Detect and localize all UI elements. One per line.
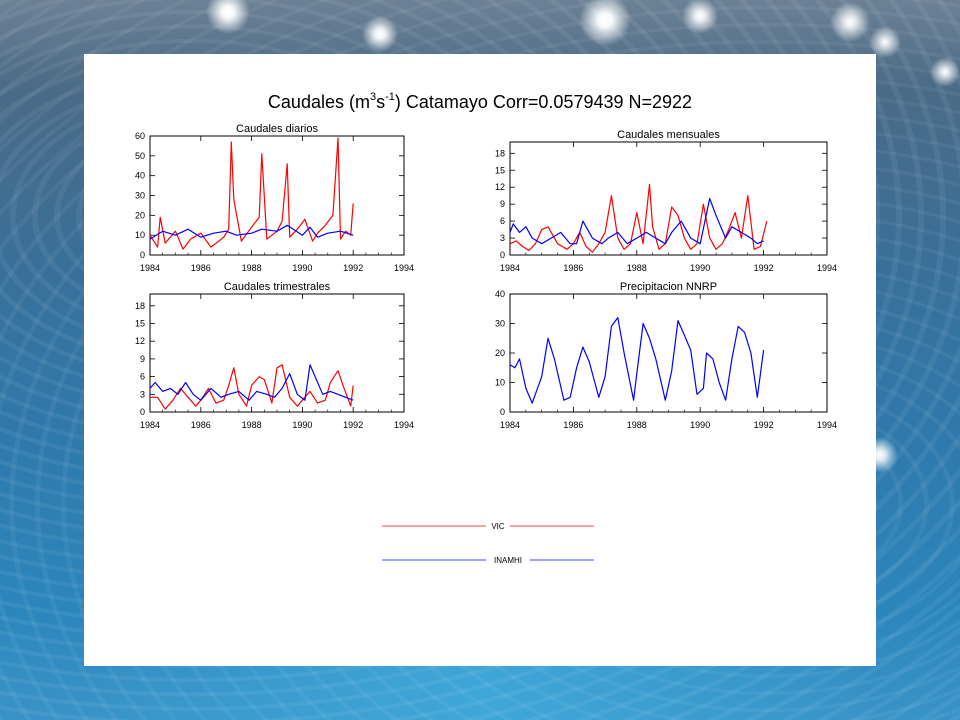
- y-tick-label: 6: [140, 372, 145, 382]
- y-tick-label: 40: [495, 289, 505, 299]
- plot-3: Caudales trimestrales 1984 1986 1988 1990 199…: [135, 281, 414, 430]
- y-tick-label: 12: [135, 336, 145, 346]
- y-tick-label: 30: [495, 319, 505, 329]
- legend-vic-label: VIC: [491, 522, 505, 531]
- legend-inamhi-label: INAMHI: [494, 556, 522, 565]
- x-tick-label: 1984: [140, 263, 160, 273]
- x-tick-label: 1994: [817, 420, 837, 430]
- x-tick-label: 1992: [754, 420, 774, 430]
- y-tick-label: 0: [140, 250, 145, 260]
- x-tick-label: 1984: [140, 420, 160, 430]
- x-tick-label: 1990: [292, 420, 312, 430]
- title-prefix: Caudales (m: [268, 92, 370, 112]
- x-tick-label: 1994: [394, 263, 414, 273]
- y-tick-label: 20: [495, 348, 505, 358]
- y-tick-label: 3: [500, 233, 505, 243]
- series-line-inamhi: [149, 364, 354, 401]
- x-tick-label: 1992: [343, 420, 363, 430]
- plot-title: Caudales diarios: [236, 123, 318, 135]
- x-tick-label: 1986: [191, 263, 211, 273]
- plot-title: Caudales trimestrales: [224, 281, 331, 293]
- y-tick-label: 18: [135, 301, 145, 311]
- x-tick-label: 1986: [191, 420, 211, 430]
- y-tick-label: 60: [135, 131, 145, 141]
- x-tick-label: 1994: [817, 263, 837, 273]
- plot-title: Caudales mensuales: [617, 129, 720, 141]
- y-tick-label: 9: [140, 354, 145, 364]
- y-tick-label: 12: [495, 182, 505, 192]
- plot-4: Precipitacion NNRP 1984 1986 1988 1990 1992 19…: [495, 281, 837, 430]
- legend: VIC INAMHI: [382, 522, 594, 565]
- x-tick-label: 1988: [627, 263, 647, 273]
- title-suffix: ) Catamayo Corr=0.0579439 N=2922: [395, 92, 692, 112]
- plot-frame: [149, 135, 405, 256]
- y-tick-label: 0: [140, 407, 145, 417]
- y-tick-label: 10: [495, 378, 505, 388]
- x-tick-label: 1990: [690, 420, 710, 430]
- series-line-vic: [150, 364, 354, 410]
- y-tick-label: 20: [135, 210, 145, 220]
- y-tick-label: 0: [500, 407, 505, 417]
- y-tick-label: 3: [140, 389, 145, 399]
- x-tick-label: 1990: [690, 263, 710, 273]
- plot-2: Caudales mensuales 1984 1986 1988 1990 1992 19…: [495, 129, 837, 273]
- x-tick-label: 1990: [292, 263, 312, 273]
- x-tick-label: 1992: [343, 263, 363, 273]
- series-line-nnrp: [509, 317, 765, 404]
- y-tick-label: 9: [500, 199, 505, 209]
- y-tick-label: 15: [135, 319, 145, 329]
- title-sup-1: 3: [370, 91, 376, 103]
- series-line-vic: [149, 137, 354, 250]
- y-tick-label: 6: [500, 216, 505, 226]
- y-tick-label: 18: [495, 148, 505, 158]
- plot-grid: Caudales diarios 1984 1986 1988 1990 1992 1994…: [135, 123, 837, 430]
- figure-svg: Caudales (m3s-1) Catamayo Corr=0.0579439…: [135, 91, 837, 565]
- title-mid: s: [376, 92, 385, 112]
- figure-panel: Caudales (m3s-1) Catamayo Corr=0.0579439…: [84, 54, 876, 666]
- plot-frame: [509, 293, 828, 413]
- x-tick-label: 1984: [500, 263, 520, 273]
- y-tick-label: 30: [135, 191, 145, 201]
- x-tick-label: 1994: [394, 420, 414, 430]
- x-tick-label: 1986: [563, 263, 583, 273]
- figure-title: Caudales (m3s-1) Catamayo Corr=0.0579439…: [268, 91, 692, 112]
- y-tick-label: 40: [135, 171, 145, 181]
- y-tick-label: 15: [495, 165, 505, 175]
- title-sup-2: -1: [385, 91, 395, 103]
- x-tick-label: 1984: [500, 420, 520, 430]
- plot-title: Precipitacion NNRP: [620, 281, 717, 293]
- x-tick-label: 1992: [754, 263, 774, 273]
- x-tick-label: 1988: [242, 263, 262, 273]
- series-line-vic: [509, 183, 768, 253]
- x-tick-label: 1988: [627, 420, 647, 430]
- series-line-inamhi: [509, 197, 764, 245]
- y-tick-label: 0: [500, 250, 505, 260]
- x-tick-label: 1986: [563, 420, 583, 430]
- y-tick-label: 50: [135, 151, 145, 161]
- series-line-inamhi: [149, 224, 354, 240]
- y-tick-label: 10: [135, 230, 145, 240]
- plot-1: Caudales diarios 1984 1986 1988 1990 1992 1994…: [135, 123, 414, 273]
- x-tick-label: 1988: [242, 420, 262, 430]
